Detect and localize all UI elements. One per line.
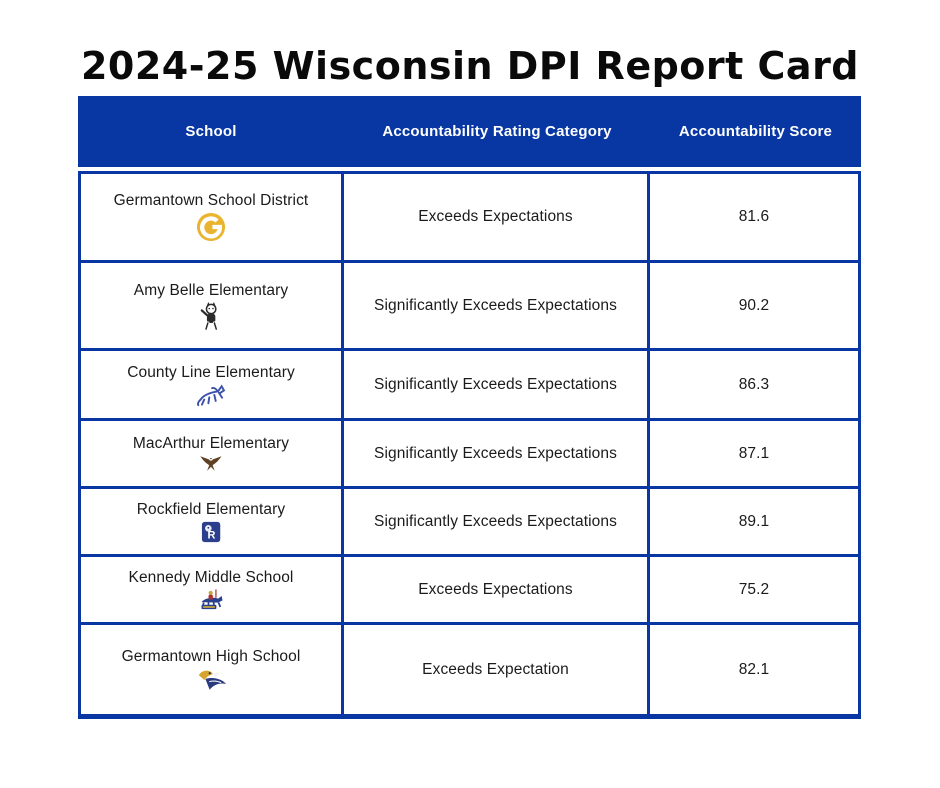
table-header-row: School Accountability Rating Category Ac…: [78, 96, 861, 167]
school-name: Rockfield Elementary: [136, 500, 286, 518]
school-cell: Germantown High School: [81, 625, 344, 714]
school-cell: Rockfield Elementary R: [81, 489, 344, 554]
crusader-mascot-icon: [198, 589, 224, 610]
score-cell: 89.1: [738, 512, 770, 530]
school-cell: Kennedy Middle School: [81, 557, 344, 622]
rating-cell: Significantly Exceeds Expectations: [344, 263, 650, 348]
table-row: County Line Elementary Significantly Exc…: [81, 351, 858, 421]
table-row: Rockfield Elementary R Significantly Exc…: [81, 489, 858, 557]
school-name: Germantown High School: [121, 647, 301, 665]
school-cell: County Line Elementary: [81, 351, 344, 418]
warhawk-mascot-icon: [195, 668, 228, 692]
school-name: Kennedy Middle School: [128, 569, 294, 586]
rating-cell: Significantly Exceeds Expectations: [344, 351, 650, 418]
svg-text:R: R: [207, 529, 215, 541]
rating-cell: Exceeds Expectations: [344, 174, 650, 260]
score-cell: 90.2: [738, 296, 770, 314]
rating-cell: Significantly Exceeds Expectations: [344, 421, 650, 486]
column-header-school: School: [185, 123, 237, 140]
score-cell: 86.3: [738, 375, 770, 393]
report-card-table: School Accountability Rating Category Ac…: [78, 96, 861, 719]
rating-cell: Significantly Exceeds Expectations: [344, 489, 650, 554]
column-header-rating: Accountability Rating Category: [382, 123, 612, 140]
wildcat-mascot-icon: [199, 301, 223, 330]
rating-cell: Exceeds Expectation: [344, 625, 650, 714]
table-row: Amy Belle Elementary Significantly Excee…: [81, 263, 858, 351]
school-name: MacArthur Elementary: [132, 435, 290, 452]
school-name: County Line Elementary: [127, 363, 295, 381]
table-row: Germantown High School Exceeds Expectati…: [81, 625, 858, 714]
school-name: Germantown School District: [113, 192, 309, 209]
table-body: Germantown School District Exceeds Expec…: [78, 171, 861, 719]
score-cell: 87.1: [738, 444, 770, 462]
gold-g-badge-icon: [196, 212, 226, 242]
table-row: MacArthur Elementary Significantly Excee…: [81, 421, 858, 489]
column-header-score: Accountability Score: [678, 123, 833, 140]
table-row: Kennedy Middle School Exceeds Expectatio…: [81, 557, 858, 625]
school-cell: Germantown School District: [81, 174, 344, 260]
score-cell: 81.6: [738, 208, 770, 225]
table-row: Germantown School District Exceeds Expec…: [81, 174, 858, 263]
score-cell: 75.2: [738, 580, 770, 598]
eagle-mascot-icon: [199, 455, 223, 472]
colt-mascot-icon: [196, 384, 226, 406]
rockfield-emblem-icon: R: [201, 521, 221, 543]
page-title: 2024-25 Wisconsin DPI Report Card: [80, 44, 860, 88]
school-cell: MacArthur Elementary: [81, 421, 344, 486]
school-name: Amy Belle Elementary: [133, 281, 289, 299]
rating-cell: Exceeds Expectations: [344, 557, 650, 622]
school-cell: Amy Belle Elementary: [81, 263, 344, 348]
score-cell: 82.1: [738, 660, 770, 678]
